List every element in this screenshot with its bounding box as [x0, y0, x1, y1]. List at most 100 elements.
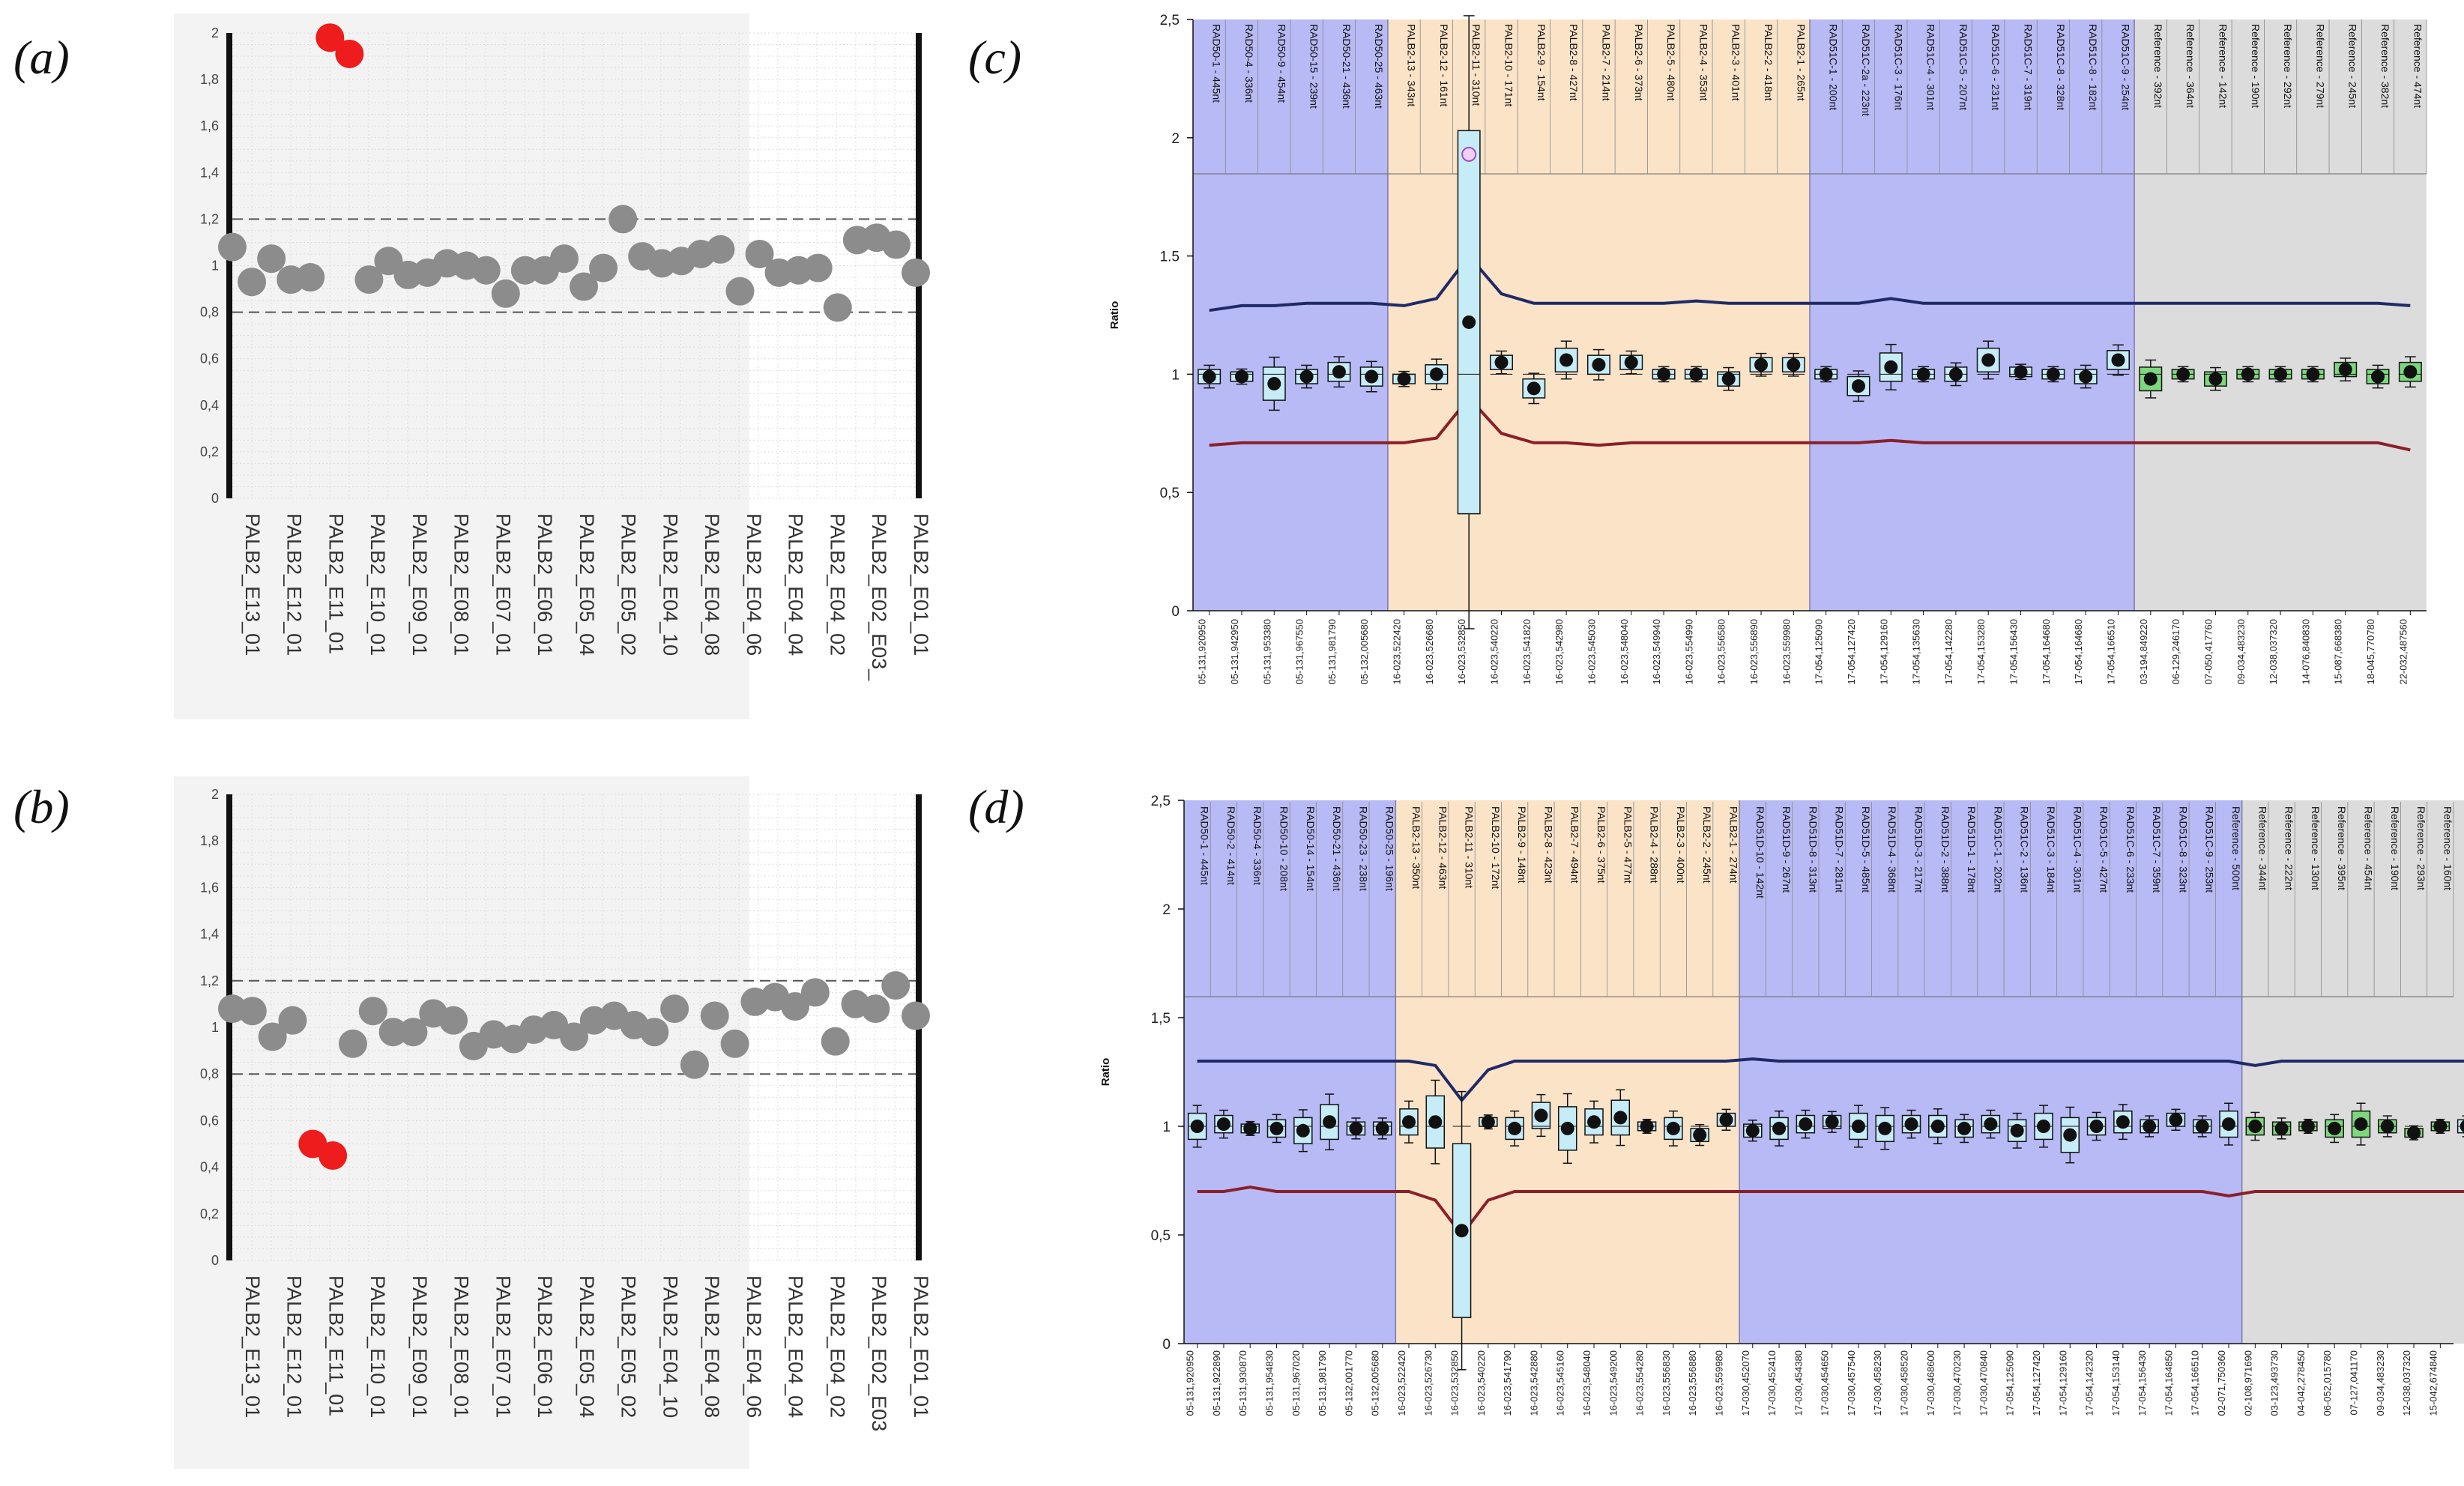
x-axis-label: 17-054,166510: [2106, 619, 2117, 684]
probe-label: RAD50-25 - 463nt: [1373, 24, 1385, 109]
deviant-point: [318, 1141, 348, 1171]
y-tick-label: 1,5: [1151, 1011, 1171, 1027]
median-point: [2274, 367, 2288, 381]
probe-label: RAD51D-4 - 368nt: [1886, 806, 1898, 892]
x-axis-label: 17-054,127420: [2031, 1350, 2042, 1416]
probe-label: RAD51C-7 - 319nt: [2023, 24, 2035, 110]
median-point: [1666, 1121, 1680, 1135]
x-axis-label: 17-030,457540: [1846, 1350, 1857, 1416]
data-point: [821, 1027, 850, 1056]
median-point: [2433, 1120, 2448, 1133]
lower-threshold-line: [1209, 395, 2411, 452]
x-axis-label: PALB2_E10_01: [366, 1275, 389, 1418]
x-axis-label: PALB2_E05_02: [617, 1275, 640, 1418]
probe-label: RAD51C-8 - 323nt: [2177, 806, 2189, 892]
data-point: [354, 265, 384, 295]
x-axis-label: PALB2_E06_01: [534, 513, 556, 656]
median-point: [2014, 365, 2028, 379]
probe-label: RAD51C-5 - 427nt: [2098, 806, 2110, 892]
x-axis-label: 05-131,967020: [1290, 1350, 1302, 1416]
upper-threshold-line: [1209, 253, 2411, 312]
x-axis-label: 17-054,142320: [2084, 1350, 2095, 1416]
region-orange: [1387, 19, 1810, 611]
y-tick-label: 0,5: [1151, 1228, 1171, 1244]
x-axis-label: 17-030,470230: [1951, 1350, 1963, 1416]
x-axis-label: 16-023,554990: [1683, 619, 1694, 684]
probe-label: RAD50-21 - 436nt: [1341, 24, 1353, 109]
median-point: [2046, 367, 2060, 381]
x-axis-label: 16-023,526730: [1422, 1350, 1434, 1416]
median-point: [1916, 367, 1930, 381]
x-axis-label: 16-023,554280: [1634, 1350, 1646, 1416]
probe-label: PALB2-9 - 154nt: [1536, 24, 1547, 101]
median-point: [1494, 355, 1509, 369]
x-axis-label: PALB2_E09_01: [408, 513, 431, 656]
data-point: [589, 253, 618, 283]
y-tick-label: 0,8: [200, 305, 219, 320]
x-axis-label: 05-131,967550: [1294, 619, 1305, 684]
x-axis-label: 17-054,153140: [2110, 1350, 2122, 1416]
median-point: [1534, 1108, 1548, 1123]
x-axis-label: PALB2_E07_01: [492, 1275, 514, 1418]
data-point: [238, 997, 267, 1026]
probe-label: PALB2-1 - 265nt: [1795, 24, 1807, 101]
probe-label: Reference - 395nt: [2336, 806, 2348, 890]
x-axis-label: 16-023,556830: [1661, 1350, 1672, 1416]
x-axis-label: PALB2_E06_01: [534, 1275, 556, 1418]
median-point: [1397, 372, 1411, 386]
x-axis-label: 16-023,559980: [1781, 619, 1792, 684]
y-tick-label: 2: [211, 25, 219, 40]
median-point: [1243, 1121, 1257, 1135]
x-axis-label: PALB2_E04_10: [659, 1275, 681, 1418]
probe-label: Reference - 190nt: [2250, 24, 2262, 108]
data-point: [296, 263, 325, 292]
deviant-point: [315, 23, 345, 52]
x-axis-label: 17-030,452070: [1740, 1350, 1751, 1416]
median-point: [1948, 367, 1963, 381]
x-axis-label: PALB2_E12_01: [283, 1275, 306, 1418]
median-point: [2169, 1113, 2183, 1127]
probe-label: RAD51D-9 - 267nt: [1781, 806, 1793, 892]
x-axis-label: PALB2_E04_10: [659, 513, 681, 656]
probe-label: PALB2-3 - 401nt: [1730, 24, 1742, 101]
x-axis-label: 05-131,981790: [1326, 619, 1338, 684]
panel-label-a: (a): [13, 31, 70, 84]
x-axis-label: PALB2_E04_08: [701, 1275, 723, 1418]
probe-label: PALB2-12 - 463nt: [1437, 806, 1449, 889]
data-point: [238, 268, 267, 297]
x-axis-label: 17-054,129160: [1878, 619, 1889, 684]
x-axis-label: 17-054,129160: [2057, 1350, 2068, 1416]
median-point: [2143, 1120, 2157, 1133]
box-panel-c: RAD50-1 - 445nt RAD50-4 - 336nt RAD50-9 - …: [1108, 13, 2427, 684]
x-axis-label: 16-023,541820: [1521, 619, 1533, 684]
median-point: [1957, 1121, 1972, 1135]
x-axis-label: 16-023,542980: [1553, 619, 1565, 684]
x-axis-label: 16-023,540220: [1489, 619, 1500, 684]
x-axis-label: PALB2_E01_01: [910, 513, 932, 656]
x-axis-label: 05-132,005680: [1359, 619, 1370, 684]
probe-label: RAD51D-5 - 485nt: [1860, 806, 1872, 892]
data-point: [338, 1029, 367, 1058]
median-point: [1429, 367, 1443, 381]
median-point: [1984, 1117, 1998, 1132]
median-point: [1296, 1123, 1310, 1138]
x-axis-label: 09-034,483230: [2235, 619, 2247, 684]
median-point: [2241, 367, 2255, 381]
median-point: [1349, 1121, 1363, 1135]
x-axis-label: 17-030,468600: [1925, 1350, 1936, 1416]
probe-label: PALB2-7 - 494nt: [1569, 806, 1581, 884]
data-point: [257, 244, 286, 274]
median-point: [1202, 369, 1216, 384]
x-axis-label: PALB2_E01_01: [910, 1275, 932, 1418]
probe-label: Reference - 279nt: [2314, 24, 2326, 108]
x-axis-label: 16-023,556890: [1748, 619, 1760, 684]
y-tick-label: 2: [1162, 902, 1171, 918]
x-axis-label: 17-030,458230: [1872, 1350, 1883, 1416]
probe-label: PALB2-1 - 274nt: [1727, 806, 1739, 884]
median-point: [1657, 367, 1671, 381]
median-point: [1508, 1121, 1522, 1135]
x-axis-label: 16-023,549940: [1651, 619, 1662, 684]
x-axis-label: 17-054,166510: [2190, 1350, 2201, 1416]
x-axis-label: PALB2_E04_04: [785, 1275, 807, 1418]
